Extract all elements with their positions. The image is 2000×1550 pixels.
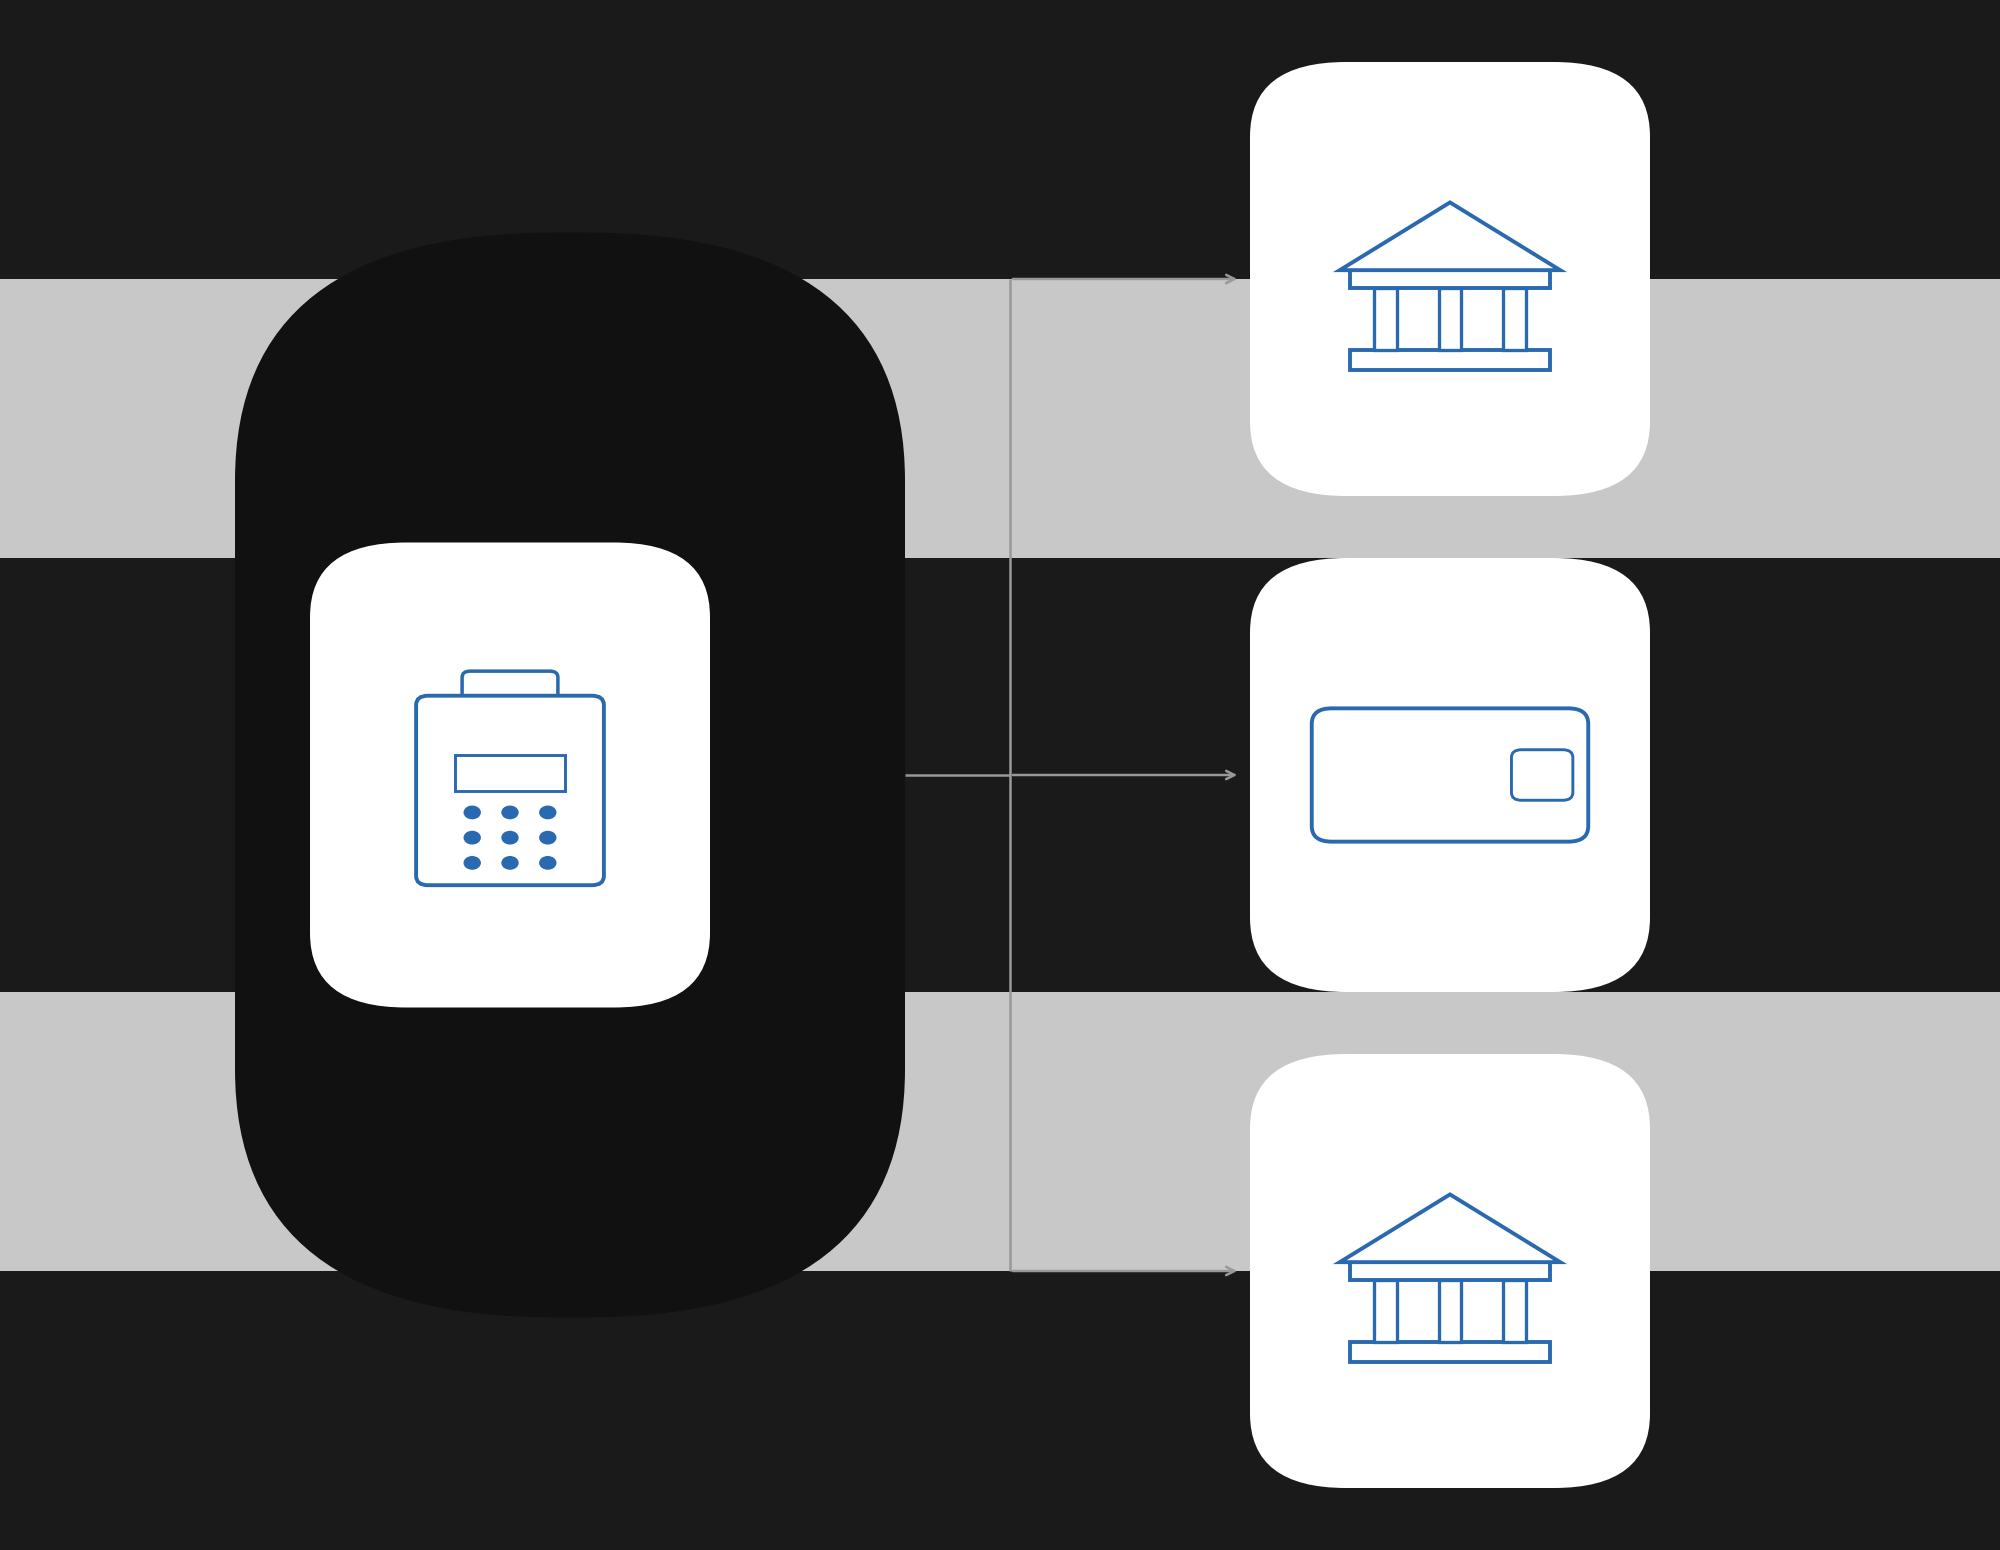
FancyBboxPatch shape [1512,750,1572,800]
Polygon shape [1340,203,1560,270]
Bar [0,279,2000,558]
Bar [0,0,2000,279]
Circle shape [502,831,518,843]
Bar [1438,1280,1462,1342]
Circle shape [540,806,556,818]
Bar [1504,288,1526,350]
FancyBboxPatch shape [416,696,604,885]
FancyBboxPatch shape [1250,558,1650,992]
Bar [1504,1280,1526,1342]
Circle shape [540,857,556,870]
Bar [1350,1342,1550,1362]
FancyBboxPatch shape [1250,62,1650,496]
Bar [1438,288,1462,350]
Circle shape [464,831,480,843]
Circle shape [464,806,480,818]
Bar [0,1271,2000,1550]
Circle shape [502,806,518,818]
Polygon shape [1340,1195,1560,1262]
Bar [1350,1262,1550,1280]
FancyBboxPatch shape [234,232,904,1318]
Bar [1350,350,1550,370]
Bar [456,755,564,790]
Bar [1374,288,1396,350]
FancyBboxPatch shape [1312,708,1588,842]
Bar [0,992,2000,1271]
FancyBboxPatch shape [310,542,710,1008]
FancyBboxPatch shape [462,671,558,746]
FancyBboxPatch shape [1250,1054,1650,1488]
Circle shape [464,857,480,870]
Bar [0,558,2000,992]
Bar [1350,270,1550,288]
Circle shape [502,857,518,870]
Bar [1374,1280,1396,1342]
Circle shape [540,831,556,843]
